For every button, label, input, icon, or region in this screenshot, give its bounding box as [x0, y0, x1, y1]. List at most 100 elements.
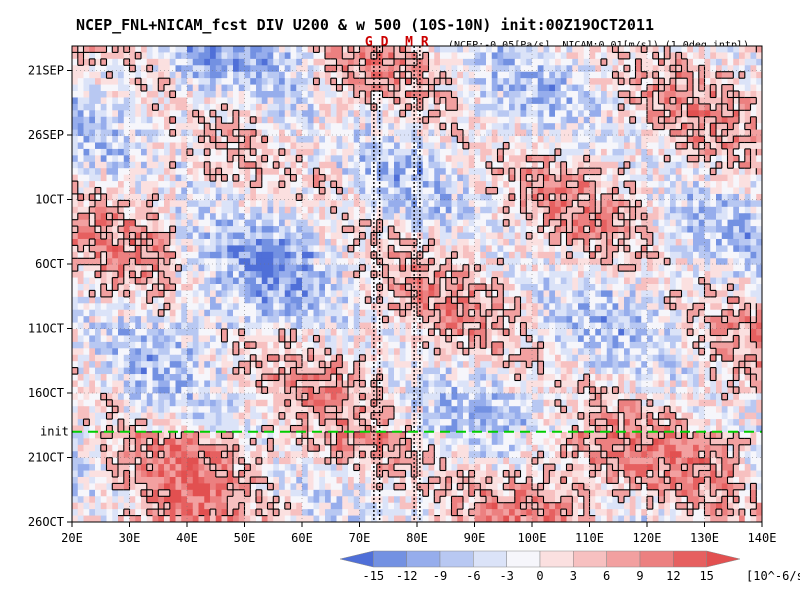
heat-cell — [618, 303, 625, 311]
heat-cell — [670, 97, 677, 105]
heat-cell — [336, 290, 343, 298]
heat-cell — [112, 129, 119, 137]
heat-cell — [549, 258, 556, 266]
heat-cell — [578, 219, 585, 227]
heat-cell — [652, 174, 659, 182]
heat-cell — [417, 46, 424, 53]
heat-cell — [77, 65, 84, 73]
heat-cell — [756, 206, 763, 214]
heat-cell — [313, 97, 320, 105]
heat-cell — [106, 136, 113, 143]
heat-cell — [261, 78, 268, 85]
heat-cell — [273, 226, 280, 233]
heat-cell — [664, 219, 671, 227]
heat-cell — [371, 65, 378, 73]
heat-cell — [486, 187, 493, 195]
heat-cell — [422, 155, 429, 163]
heat-cell — [514, 284, 521, 291]
heat-cell — [152, 232, 159, 240]
heat-cell — [411, 226, 418, 233]
heat-cell — [491, 148, 498, 156]
heat-cell — [273, 181, 280, 188]
heat-cell — [256, 46, 263, 53]
heat-cell — [325, 296, 332, 304]
heat-cell — [612, 290, 619, 298]
heat-cell — [710, 97, 717, 105]
heat-cell — [198, 309, 205, 317]
heat-cell — [72, 284, 79, 291]
heat-cell — [566, 148, 573, 156]
heat-cell — [256, 174, 263, 182]
heat-cell — [589, 206, 596, 214]
heat-cell — [566, 58, 573, 66]
heat-cell — [100, 296, 107, 304]
heat-cell — [537, 155, 544, 163]
heat-cell — [353, 251, 360, 259]
heat-cell — [491, 284, 498, 291]
heat-cell — [382, 136, 389, 143]
heat-cell — [342, 277, 349, 285]
heat-cell — [733, 168, 740, 176]
heat-cell — [100, 290, 107, 298]
heat-cell — [532, 103, 539, 111]
heat-cell — [422, 46, 429, 53]
heat-cell — [589, 97, 596, 105]
heat-cell — [319, 181, 326, 188]
heat-cell — [652, 168, 659, 176]
heat-cell — [526, 226, 533, 233]
heat-cell — [543, 303, 550, 311]
heat-cell — [606, 52, 613, 60]
heat-cell — [739, 103, 746, 111]
heat-cell — [330, 136, 337, 143]
heat-cell — [497, 271, 504, 278]
heat-cell — [353, 58, 360, 66]
heat-cell — [250, 110, 257, 118]
heat-cell — [624, 181, 631, 188]
heat-cell — [227, 271, 234, 278]
heat-cell — [233, 168, 240, 176]
heat-cell — [422, 264, 429, 272]
heat-cell — [756, 155, 763, 163]
heat-cell — [572, 296, 579, 304]
heat-cell — [118, 161, 125, 169]
heat-cell — [112, 181, 119, 188]
heat-cell — [595, 148, 602, 156]
heat-cell — [244, 58, 251, 66]
heat-cell — [405, 251, 412, 259]
heat-cell — [514, 264, 521, 272]
heat-cell — [606, 206, 613, 214]
heat-cell — [152, 52, 159, 60]
heat-cell — [244, 226, 251, 233]
heat-cell — [710, 251, 717, 259]
heat-cell — [244, 238, 251, 246]
heat-cell — [434, 187, 441, 195]
heat-cell — [635, 232, 642, 240]
heat-cell — [635, 251, 642, 259]
heat-cell — [376, 78, 383, 85]
heat-cell — [451, 71, 458, 79]
heat-cell — [675, 187, 682, 195]
heat-cell — [279, 155, 286, 163]
heat-cell — [606, 200, 613, 208]
heat-cell — [687, 290, 694, 298]
heat-cell — [739, 123, 746, 131]
heat-cell — [520, 161, 527, 169]
heat-cell — [307, 284, 314, 291]
heat-cell — [123, 232, 130, 240]
heat-cell — [210, 65, 217, 73]
heat-cell — [279, 52, 286, 60]
heat-cell — [319, 193, 326, 201]
heat-cell — [756, 52, 763, 60]
heat-cell — [635, 84, 642, 92]
heat-cell — [526, 97, 533, 105]
heat-cell — [520, 290, 527, 298]
heat-cell — [95, 174, 102, 182]
heat-cell — [451, 97, 458, 105]
heat-cell — [658, 168, 665, 176]
heat-cell — [618, 193, 625, 201]
heat-cell — [503, 251, 510, 259]
heat-cell — [181, 213, 188, 221]
heat-cell — [572, 264, 579, 272]
heat-cell — [601, 251, 608, 259]
heat-cell — [509, 142, 516, 150]
